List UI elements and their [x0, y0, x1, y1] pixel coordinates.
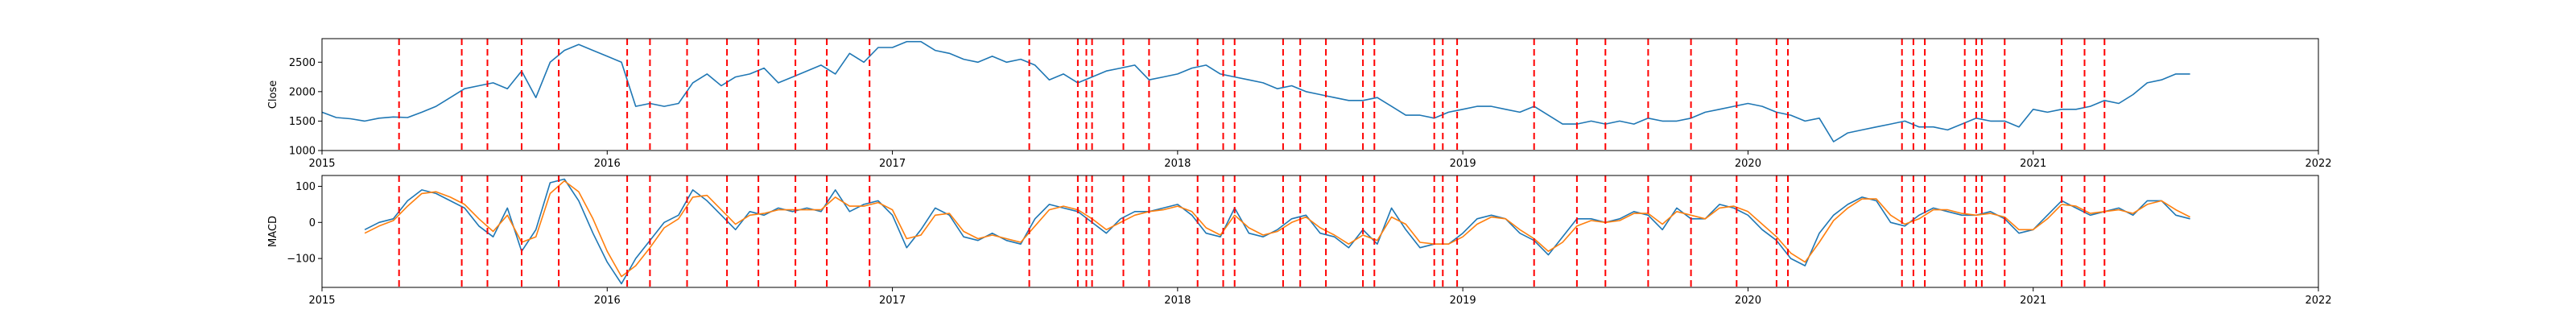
macd-x-tick-label-6: 2021 — [2020, 295, 2046, 307]
macd-y-tick-label-0: −100 — [287, 254, 316, 266]
macd-y-tick-label-2: 100 — [295, 181, 316, 193]
macd-x-tick-label-4: 2019 — [1450, 295, 1476, 307]
close-axes-frame — [321, 38, 2319, 151]
close-x-tick-label-7: 2022 — [2305, 158, 2331, 170]
macd-x-tick-label-5: 2020 — [1735, 295, 1761, 307]
close-x-tick-label-0: 2015 — [308, 158, 335, 170]
close-x-tick-label-6: 2021 — [2020, 158, 2046, 170]
close-x-tick-label-1: 2016 — [594, 158, 621, 170]
macd-y-tick-label-1: 0 — [309, 217, 316, 229]
macd-x-tick-label-3: 2018 — [1164, 295, 1191, 307]
close-panel: 2015 2016 2017 2018 2019 2020 2021 2022 1000 1500… — [267, 38, 2332, 170]
macd-y-axis-label: MACD — [267, 216, 279, 247]
macd-x-tick-label-0: 2015 — [308, 295, 335, 307]
macd-series-line-0 — [364, 178, 2190, 285]
macd-x-tick-label-2: 2017 — [879, 295, 906, 307]
close-y-tick-label-0: 1000 — [289, 146, 316, 158]
close-y-tick-label-3: 2500 — [289, 57, 316, 69]
close-y-axis-label: Close — [267, 80, 279, 109]
macd-x-tick-label-7: 2022 — [2305, 295, 2331, 307]
macd-series-line-1 — [364, 180, 2190, 278]
close-x-tick-label-3: 2018 — [1164, 158, 1191, 170]
close-x-tick-label-4: 2019 — [1450, 158, 1476, 170]
close-x-tick-label-2: 2017 — [879, 158, 906, 170]
macd-panel: 2015 2016 2017 2018 2019 2020 2021 2022 −100 0 100… — [267, 175, 2332, 307]
close-series-line-0 — [321, 40, 2190, 142]
close-y-tick-label-1: 1500 — [289, 116, 316, 128]
close-y-tick-label-2: 2000 — [289, 86, 316, 98]
macd-axes-frame — [321, 175, 2319, 288]
macd-x-tick-label-1: 2016 — [594, 295, 621, 307]
close-x-tick-label-5: 2020 — [1735, 158, 1761, 170]
